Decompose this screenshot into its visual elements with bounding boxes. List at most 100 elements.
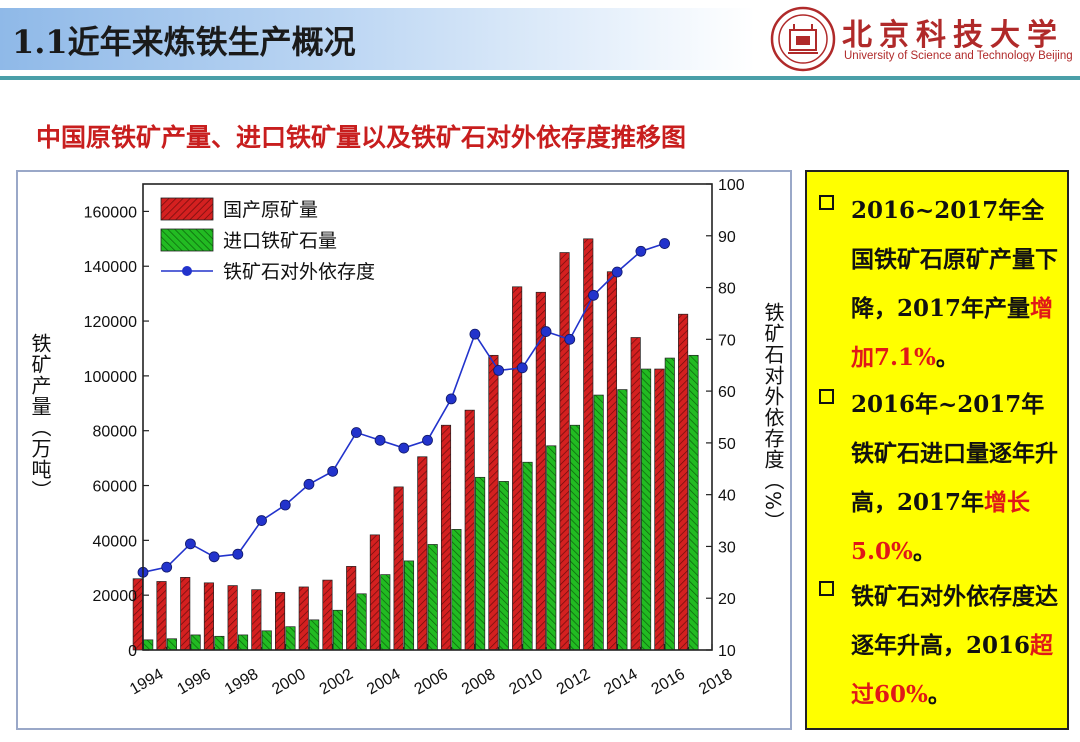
bar-domestic-2002 [322,579,333,651]
bar-imported-2012 [569,424,580,651]
note-segment: 2016~2017年全国铁矿石原矿产量下降，2017年产量 [851,197,1058,322]
bar-imported-2017 [688,354,699,651]
dependency-point-1995 [161,561,173,573]
bar-imported-1997 [214,635,225,651]
x-tick-label-2010: 2010 [506,666,545,699]
header-divider [0,76,1080,80]
bar-domestic-2008 [464,409,475,651]
bar-domestic-2004 [369,534,380,651]
bar-domestic-2000 [275,592,286,651]
dependency-point-2006 [422,434,433,446]
x-tick-label-2008: 2008 [459,666,498,699]
bar-domestic-2003 [346,566,357,651]
square-bullet-icon [819,389,834,404]
bar-domestic-2005 [393,486,404,651]
logo-english-name: University of Science and Technology Bei… [844,50,1073,62]
y2-tick-label-100: 100 [718,177,745,194]
y-tick-label-140000: 140000 [84,259,137,276]
bar-domestic-1997 [203,582,214,651]
y-tick-label-120000: 120000 [84,314,137,331]
bar-domestic-2015 [630,337,641,651]
bar-imported-2010 [522,461,533,651]
logo-chinese-name: 北京科技大学 [842,18,1064,53]
x-tick-label-2006: 2006 [412,666,451,699]
bar-imported-1999 [261,630,272,651]
y2-tick-label-90: 90 [718,229,736,246]
note-segment: 2016年~2017年铁矿石进口量逐年升高，2017年 [851,391,1058,516]
bar-imported-2007 [451,529,462,651]
note-segment: 。 [912,538,936,565]
bar-domestic-1995 [156,581,167,651]
page-title: 1.1近年来炼铁生产概况 [12,23,356,61]
legend-swatch-imported [160,228,214,252]
bar-domestic-2009 [488,354,499,651]
legend-label-domestic: 国产原矿量 [223,199,318,221]
note-highlight: 超过60% [851,632,1054,708]
dependency-point-2016 [659,238,670,249]
dependency-point-1996 [185,538,196,550]
x-tick-label-1998: 1998 [222,666,261,699]
y2-axis-title: 铁矿石对外依存度（%） [761,302,785,532]
y2-tick-label-40: 40 [718,488,736,505]
bar-domestic-1996 [180,577,191,651]
square-bullet-icon [819,195,834,210]
y2-tick-label-60: 60 [718,384,736,401]
bar-domestic-2012 [559,252,570,651]
bar-domestic-2001 [298,586,309,651]
note-segment: 。 [935,344,959,371]
header-band [0,8,755,70]
bar-imported-2004 [380,574,391,651]
note-text: 2016~2017年全国铁矿石原矿产量下降，2017年产量增加7.1%。 [851,186,1063,382]
dependency-point-2005 [398,442,410,454]
legend-swatch-domestic [160,197,214,221]
y-tick-label-80000: 80000 [93,424,138,441]
note-text: 铁矿石对外依存度达逐年升高，2016超过60%。 [851,572,1063,719]
y2-tick-label-50: 50 [718,436,736,453]
bar-imported-2005 [403,560,415,651]
university-seal-icon [770,6,836,72]
y-tick-label-40000: 40000 [93,533,138,550]
bar-imported-2002 [332,609,343,651]
dependency-point-2015 [635,245,647,257]
x-tick-label-1994: 1994 [127,666,166,699]
y-tick-label-0: 0 [128,643,137,660]
legend-marker-dependency [182,266,192,276]
note-highlight: 增长5.0% [851,489,1031,565]
x-tick-label-2012: 2012 [554,666,593,699]
y-tick-label-160000: 160000 [84,204,137,221]
dependency-point-2001 [303,478,315,490]
bar-imported-1996 [190,634,201,651]
notes-panel: 2016~2017年全国铁矿石原矿产量下降，2017年产量增加7.1%。 2016… [805,170,1069,730]
note-item: 2016~2017年全国铁矿石原矿产量下降，2017年产量增加7.1%。 [817,186,1063,382]
bar-imported-2008 [475,476,486,651]
chart-frame: 0 20000 40000 60000 80000 100000 120000 140000 1… [16,170,792,730]
dependency-point-1999 [256,515,267,526]
bar-imported-2015 [641,368,652,651]
dependency-point-2007 [445,393,457,405]
note-text: 2016年~2017年铁矿石进口量逐年升高，2017年增长5.0%。 [851,380,1063,576]
x-tick-label-2002: 2002 [317,666,356,699]
chart-heading: 中国原铁矿产量、进口铁矿量以及铁矿石对外依存度推移图 [36,123,687,152]
x-tick-label-2004: 2004 [364,666,403,699]
bar-domestic-2007 [440,424,452,651]
dependency-point-2014 [611,266,623,278]
bar-imported-2001 [309,619,320,651]
x-tick-label-1996: 1996 [175,666,214,699]
dependency-point-2002 [327,465,339,477]
dependency-point-2004 [374,434,386,446]
dependency-point-1998 [232,548,244,560]
bar-imported-1994 [143,639,154,651]
university-logo: 北京科技大学 University of Science and Technol… [770,4,1075,74]
chart: 0 20000 40000 60000 80000 100000 120000 140000 1… [28,177,785,699]
bar-imported-2014 [617,389,628,651]
square-bullet-icon [819,581,834,596]
x-tick-label-2018: 2018 [696,666,735,699]
dependency-point-2003 [350,427,362,438]
bars-layer [132,238,699,651]
note-segment: 铁矿石对外依存度达逐年升高，2016 [851,583,1058,659]
bar-domestic-1998 [227,585,238,651]
bar-imported-2003 [356,593,367,651]
x-tick-label-2000: 2000 [269,666,308,699]
y-tick-label-60000: 60000 [93,479,138,496]
